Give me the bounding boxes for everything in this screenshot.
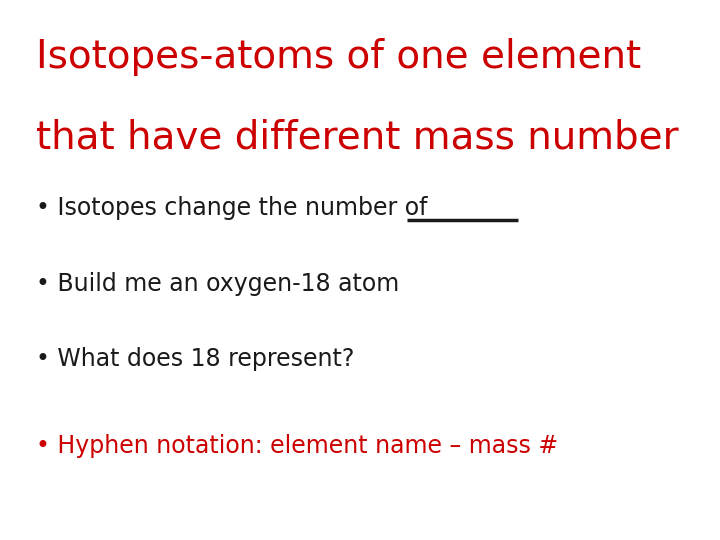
Text: that have different mass number: that have different mass number	[36, 119, 679, 157]
Text: • Hyphen notation: element name – mass #: • Hyphen notation: element name – mass #	[36, 434, 558, 457]
Text: • What does 18 represent?: • What does 18 represent?	[36, 347, 354, 371]
Text: • Isotopes change the number of: • Isotopes change the number of	[36, 196, 435, 220]
Text: Isotopes-atoms of one element: Isotopes-atoms of one element	[36, 38, 641, 76]
Text: • Build me an oxygen-18 atom: • Build me an oxygen-18 atom	[36, 272, 400, 295]
